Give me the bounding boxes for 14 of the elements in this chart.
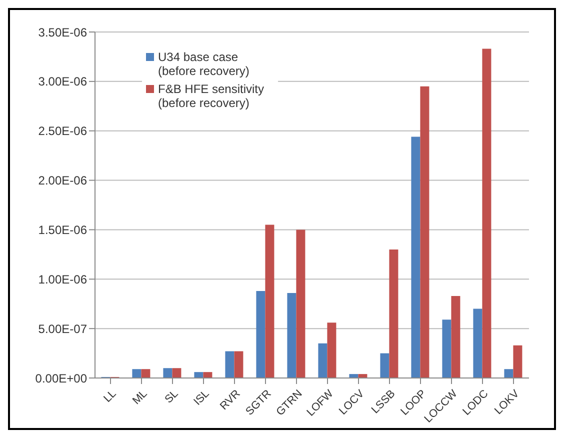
y-tick-label: 2.00E-06: [38, 174, 88, 188]
legend-label: F&B HFE sensitivity (before recovery): [158, 82, 266, 110]
y-tick-label: 1.50E-06: [38, 222, 88, 237]
x-tick-label: SL: [162, 388, 181, 406]
y-tick-label: 5.00E-07: [38, 322, 88, 336]
y-tick-label: 3.00E-06: [38, 74, 88, 89]
x-tick-label: LL: [102, 388, 119, 405]
y-tick-label: 3.50E-06: [38, 25, 88, 40]
x-tick-label: ISL: [192, 388, 212, 408]
x-tick-label: ML: [130, 388, 150, 408]
legend-label: U34 base case (before recovery): [158, 50, 250, 78]
y-tick-label: 0.00E+00: [35, 371, 88, 386]
y-tick-label: 2.50E-06: [38, 124, 88, 138]
y-tick-label: 1.00E-06: [38, 272, 88, 286]
